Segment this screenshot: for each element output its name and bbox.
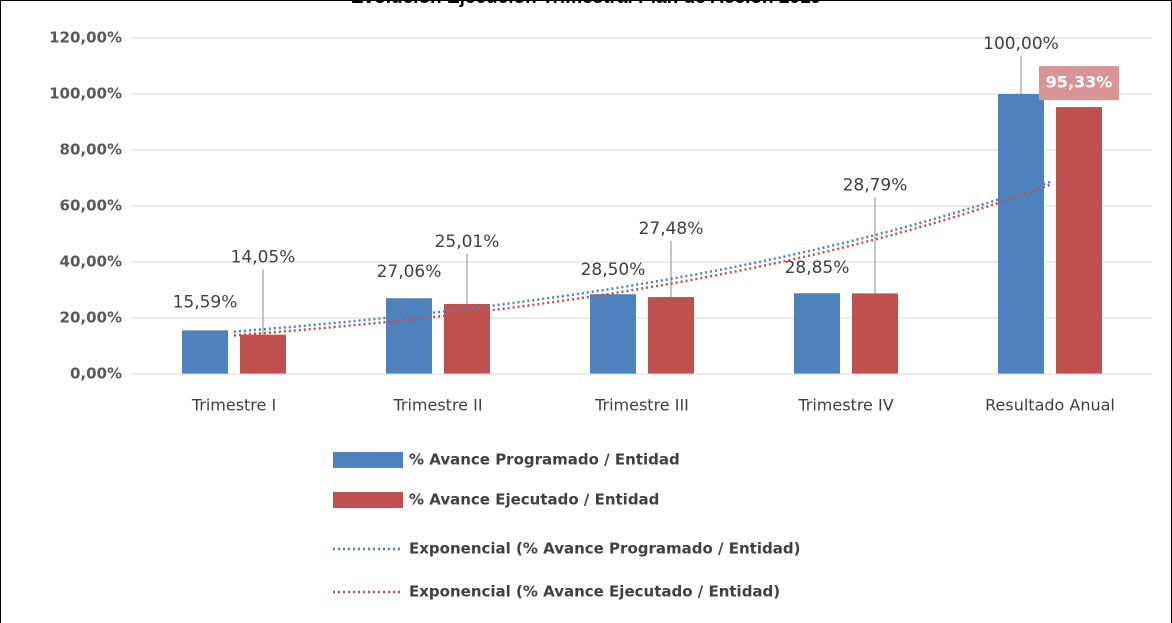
trendline [233, 180, 1051, 333]
bar [444, 303, 490, 374]
x-tick-label: Trimestre I [191, 396, 276, 415]
y-tick-label: 80,00% [60, 141, 122, 159]
y-tick-label: 40,00% [60, 253, 122, 271]
trendline [233, 183, 1051, 337]
y-tick-label: 100,00% [49, 85, 122, 103]
data-label: 14,05% [231, 248, 296, 268]
legend-swatch [333, 492, 403, 508]
data-label: 28,50% [581, 260, 646, 280]
legend-swatch [333, 452, 403, 468]
data-label: 28,85% [785, 258, 850, 278]
y-tick-label: 60,00% [60, 197, 122, 215]
x-tick-label: Trimestre III [594, 396, 689, 415]
bar [590, 294, 636, 374]
x-tick-label: Trimestre IV [797, 396, 893, 415]
label-box [1039, 66, 1119, 101]
bar [240, 334, 286, 374]
legend-label: Exponencial (% Avance Ejecutado / Entida… [409, 583, 780, 601]
data-label: 25,01% [435, 232, 500, 252]
bar [182, 330, 228, 374]
data-label: 100,00% [983, 34, 1059, 54]
data-label: 15,59% [173, 292, 238, 312]
x-tick-label: Resultado Anual [985, 396, 1115, 415]
bar [998, 94, 1044, 374]
bar [852, 293, 898, 374]
chart-title: Evolución Ejecución Trimestral Plan de A… [351, 0, 821, 8]
bar [386, 298, 432, 374]
data-label: 27,48% [639, 219, 704, 239]
y-tick-label: 120,00% [49, 29, 122, 47]
legend-label: % Avance Ejecutado / Entidad [409, 491, 659, 509]
data-label: 27,06% [377, 262, 442, 282]
bar [1056, 107, 1102, 375]
legend-label: Exponencial (% Avance Programado / Entid… [409, 540, 800, 558]
y-tick-label: 20,00% [60, 309, 122, 327]
y-tick-label: 0,00% [70, 365, 122, 383]
bar [648, 297, 694, 374]
bar [794, 293, 840, 374]
data-label: 28,79% [843, 175, 908, 195]
legend-label: % Avance Programado / Entidad [409, 451, 680, 469]
x-tick-label: Trimestre II [392, 396, 482, 415]
data-label: 95,33% [1046, 73, 1113, 92]
